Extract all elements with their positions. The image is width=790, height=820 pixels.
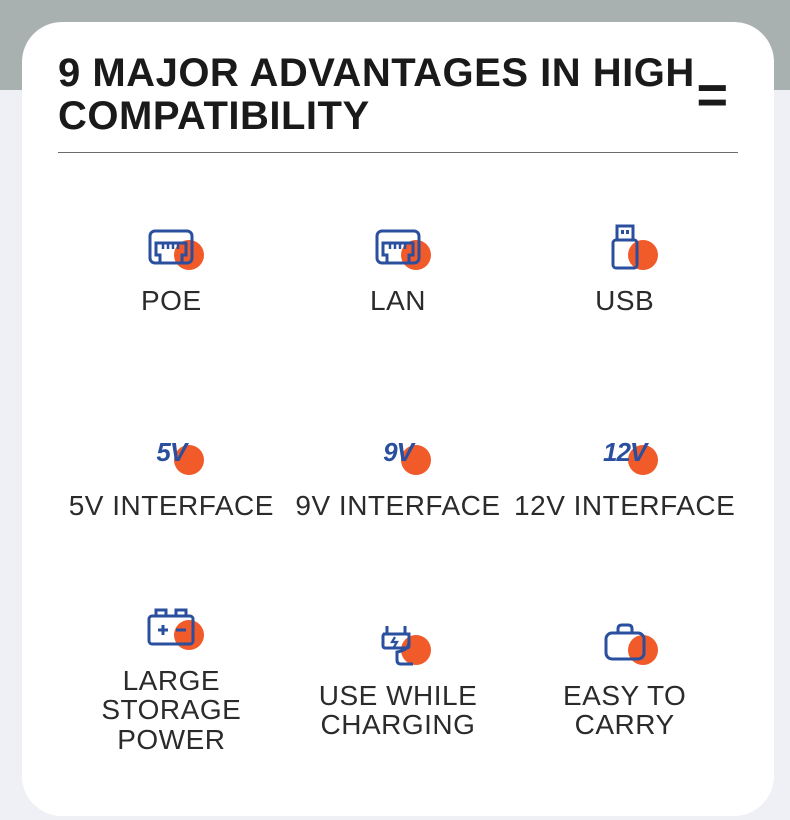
menu-icon: = <box>696 79 738 111</box>
feature-label: 5V INTERFACE <box>69 491 274 520</box>
feature-label: USB <box>595 286 654 315</box>
feature-label: EASY TO CARRY <box>563 681 686 740</box>
feature-label: LAN <box>370 286 426 315</box>
9v-voltage-text: 9V <box>383 437 413 468</box>
9v-text-icon: 9V <box>363 425 433 481</box>
feature-carry: EASY TO CARRY <box>511 575 738 780</box>
lan-icon <box>363 220 433 276</box>
feature-label: POE <box>141 286 202 315</box>
feature-12v: 12V 12V INTERFACE <box>511 370 738 575</box>
feature-lan: LAN <box>285 165 512 370</box>
feature-usb: USB <box>511 165 738 370</box>
features-grid: POE LAN USB 5V 5V INTERFACE 9V 9V INTERFACE 1… <box>58 165 738 779</box>
feature-5v: 5V 5V INTERFACE <box>58 370 285 575</box>
usb-icon <box>590 220 660 276</box>
5v-voltage-text: 5V <box>156 437 186 468</box>
divider <box>58 152 738 153</box>
feature-label: 9V INTERFACE <box>295 491 500 520</box>
carry-icon <box>590 615 660 671</box>
chg-icon <box>363 615 433 671</box>
batt-icon <box>136 600 206 656</box>
feature-label: 12V INTERFACE <box>514 491 735 520</box>
feature-9v: 9V 9V INTERFACE <box>285 370 512 575</box>
feature-chg: USE WHILE CHARGING <box>285 575 512 780</box>
header-row: 9 MAJOR ADVANTAGES IN HIGH COMPATIBILITY… <box>58 52 738 138</box>
poe-icon <box>136 220 206 276</box>
feature-poe: POE <box>58 165 285 370</box>
feature-label: LARGE STORAGE POWER <box>101 666 241 754</box>
card: 9 MAJOR ADVANTAGES IN HIGH COMPATIBILITY… <box>22 22 774 816</box>
12v-text-icon: 12V <box>590 425 660 481</box>
12v-voltage-text: 12V <box>603 437 646 468</box>
feature-label: USE WHILE CHARGING <box>319 681 478 740</box>
5v-text-icon: 5V <box>136 425 206 481</box>
page-title: 9 MAJOR ADVANTAGES IN HIGH COMPATIBILITY <box>58 52 696 138</box>
feature-batt: LARGE STORAGE POWER <box>58 575 285 780</box>
